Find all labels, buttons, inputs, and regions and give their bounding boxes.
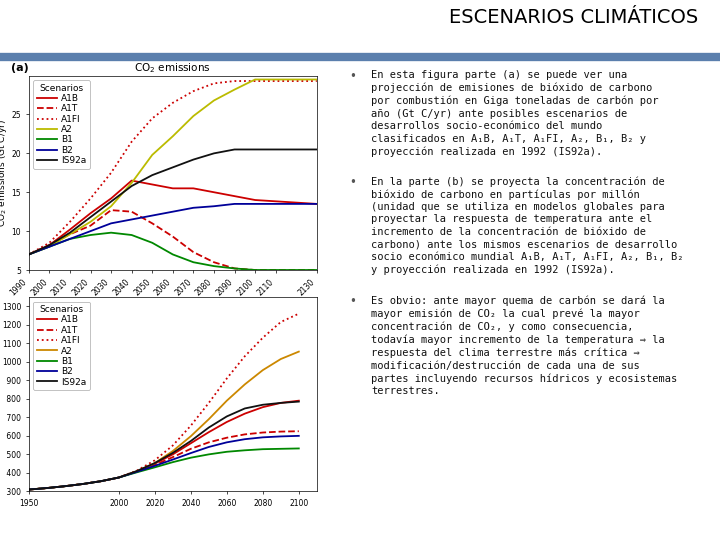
Title: CO$_2$ emissions: CO$_2$ emissions: [135, 62, 211, 75]
Y-axis label: CO$_2$ emissions (Gt C/yr): CO$_2$ emissions (Gt C/yr): [0, 119, 9, 227]
Text: (a): (a): [11, 63, 29, 73]
Text: Es obvio: ante mayor quema de carbón se dará la
mayor emisión de CO₂ la cual pre: Es obvio: ante mayor quema de carbón se …: [372, 295, 678, 396]
Legend: A1B, A1T, A1FI, A2, B1, B2, IS92a: A1B, A1T, A1FI, A2, B1, B2, IS92a: [33, 301, 90, 390]
Legend: A1B, A1T, A1FI, A2, B1, B2, IS92a: A1B, A1T, A1FI, A2, B1, B2, IS92a: [33, 80, 90, 169]
Text: ESCENARIOS CLIMÁTICOS: ESCENARIOS CLIMÁTICOS: [449, 8, 698, 27]
Text: •: •: [349, 176, 356, 189]
Text: En esta figura parte (a) se puede ver una
projección de emisiones de bióxido de : En esta figura parte (a) se puede ver un…: [372, 70, 659, 157]
Text: •: •: [349, 70, 356, 83]
X-axis label: Year: Year: [163, 299, 182, 308]
Text: En la parte (b) se proyecta la concentración de
bióxido de carbono en partículas: En la parte (b) se proyecta la concentra…: [372, 176, 684, 275]
Text: •: •: [349, 295, 356, 308]
